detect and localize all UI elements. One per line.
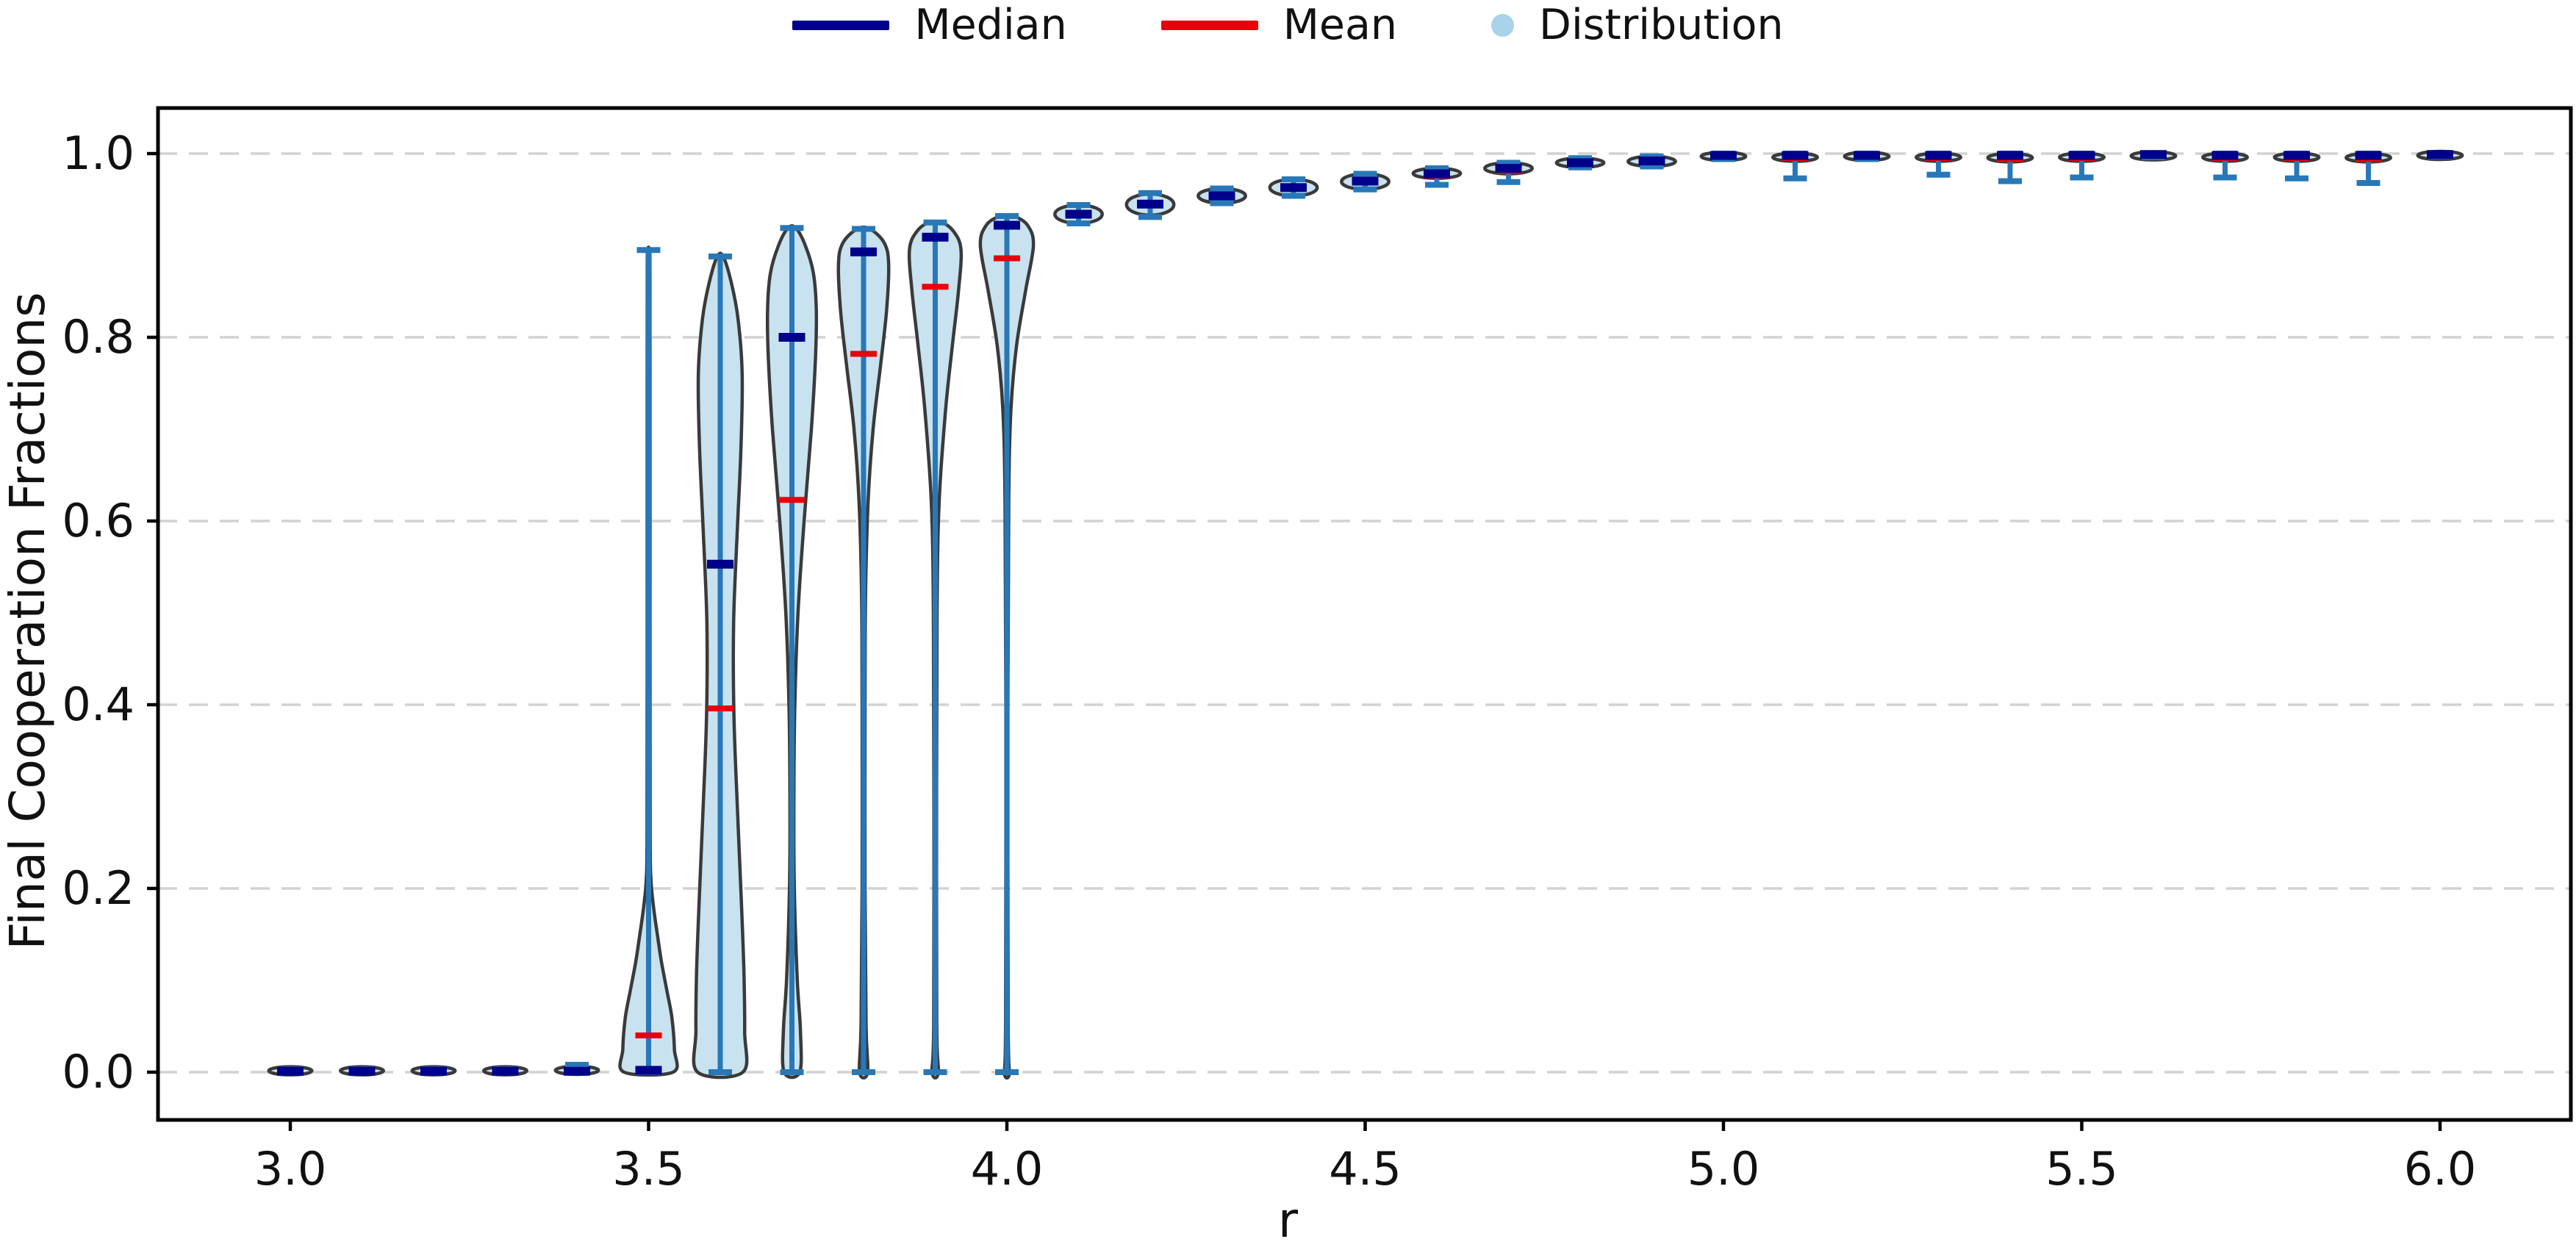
x-tick-label: 4.0 bbox=[971, 1142, 1044, 1196]
y-tick-label: 1.0 bbox=[62, 126, 134, 180]
x-axis-label: r bbox=[1277, 1192, 1299, 1249]
y-tick-label: 0.0 bbox=[62, 1045, 134, 1099]
x-tick-label: 5.5 bbox=[2045, 1142, 2118, 1196]
x-tick-label: 4.5 bbox=[1329, 1142, 1402, 1196]
x-tick-label: 5.0 bbox=[1687, 1142, 1760, 1196]
x-tick-label: 3.5 bbox=[612, 1142, 685, 1196]
y-tick-label: 0.2 bbox=[62, 861, 134, 915]
y-tick-label: 0.6 bbox=[62, 494, 134, 547]
y-tick-label: 0.8 bbox=[62, 310, 134, 364]
y-tick-label: 0.4 bbox=[62, 678, 134, 731]
axes-frame bbox=[156, 106, 2573, 1122]
y-axis-label: Final Cooperation Fractions bbox=[0, 292, 56, 950]
x-tick-label: 3.0 bbox=[254, 1142, 327, 1196]
x-tick-label: 6.0 bbox=[2404, 1142, 2477, 1196]
